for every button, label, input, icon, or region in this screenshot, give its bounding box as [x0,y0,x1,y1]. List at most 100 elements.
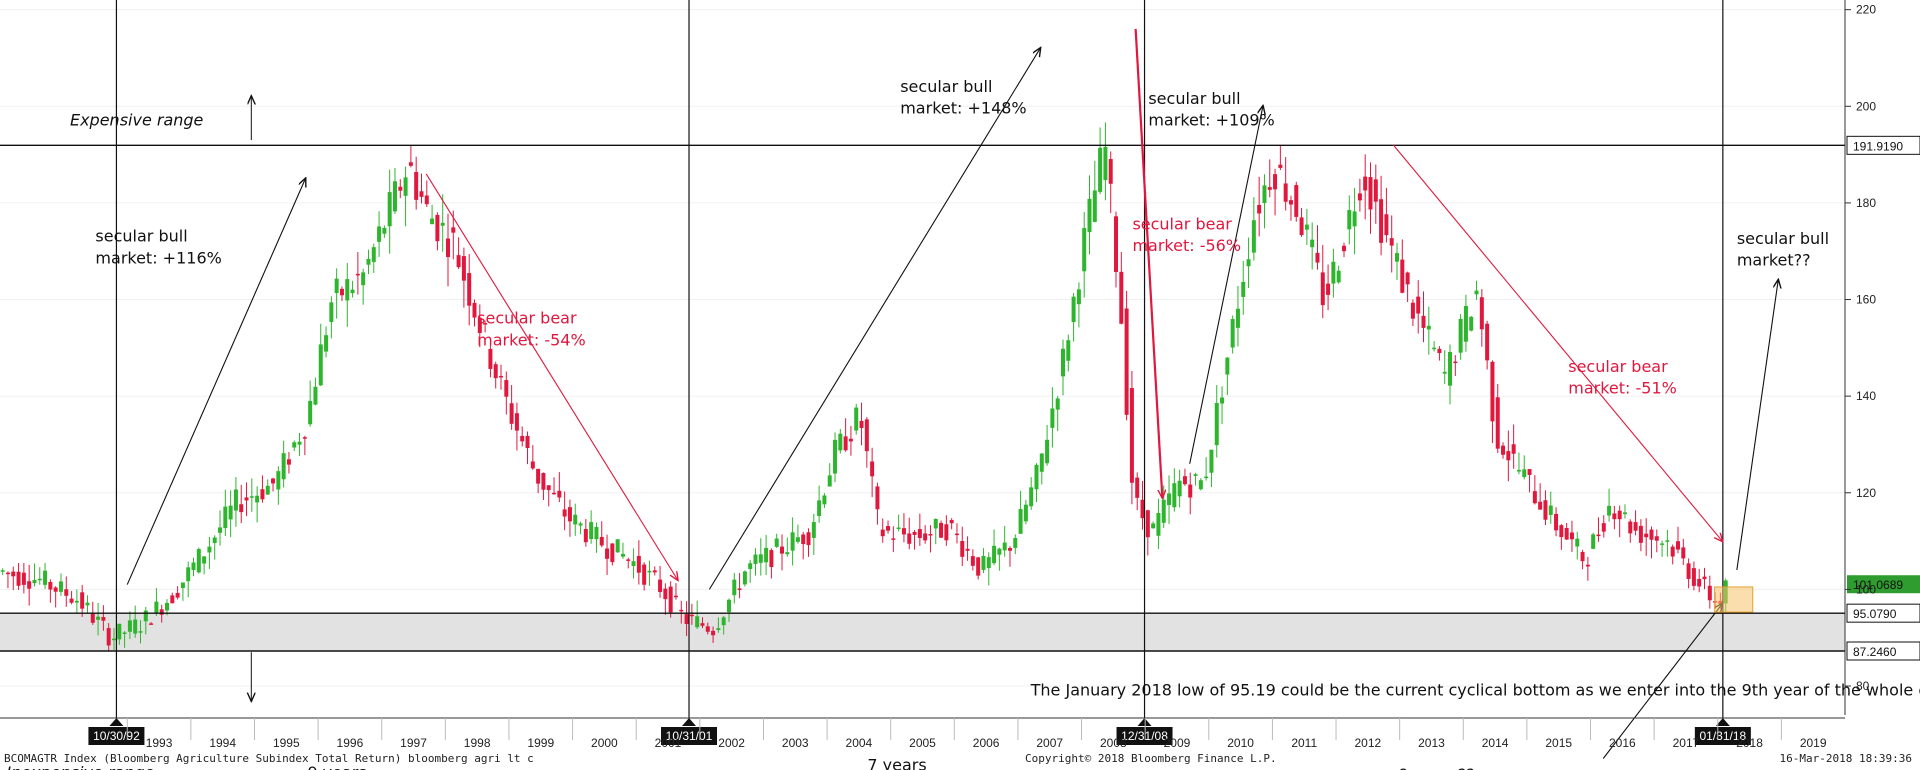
candle [1161,499,1166,523]
candle [1092,190,1097,222]
candle [419,191,424,197]
candle [1156,513,1161,536]
grid-lines [0,9,1845,687]
candle [1479,297,1484,330]
candle [737,588,742,590]
candle [1490,361,1495,422]
candle [822,495,827,505]
candle [408,162,413,166]
y-tick-label: 200 [1856,99,1876,113]
candle [191,562,196,570]
candle [594,527,599,540]
candle [382,227,387,234]
candle [223,506,228,529]
candle [620,553,625,557]
candle [509,403,514,424]
x-tick-label: 2018 [1736,736,1763,750]
candle [1124,308,1129,415]
candle [345,279,350,301]
candle [1055,398,1060,410]
candle [1644,533,1649,538]
x-tick-label: 2002 [718,736,745,750]
candle [870,461,875,477]
candle [663,588,668,600]
candle [668,586,673,613]
y-tick-label: 80 [1856,679,1870,693]
candle [1532,491,1537,504]
candle [435,214,440,242]
candle [175,592,180,598]
candle [1707,585,1712,601]
candle [64,589,69,596]
candle [795,537,800,542]
candle [1516,469,1521,472]
candle [5,572,10,575]
candle [271,478,276,484]
candle [514,413,519,431]
candle [1145,510,1150,538]
x-tick-label: 1998 [464,736,491,750]
candle [817,500,822,517]
candle [1246,259,1251,267]
candle [960,540,965,557]
candle [1458,318,1463,353]
candle [1182,476,1187,485]
annotation-text: 9 years?? [1398,765,1474,770]
candle [769,550,774,568]
x-tick-label: 1993 [146,736,173,750]
candle [1177,480,1182,497]
candle [1002,542,1007,551]
candle [843,436,848,451]
candle [695,616,700,628]
candle [976,557,981,576]
candle [944,524,949,541]
candle [1379,199,1384,243]
candle [589,522,594,540]
candle [875,486,880,510]
candle [329,302,334,323]
candle [1612,513,1617,520]
candle [1442,371,1447,374]
candle [392,181,397,212]
candle [355,273,360,276]
candle [1368,177,1373,210]
candle [440,222,445,226]
candle [499,375,504,378]
level-lines: 191.9190 95.0790 87.2460 101.0689 [0,135,1920,661]
x-tick-label: 2011 [1291,736,1317,750]
candle [1426,325,1431,330]
candle [1448,351,1453,386]
candle [1045,439,1050,464]
trend-arrow [1736,280,1778,571]
candle [58,581,63,592]
y-tick-label: 220 [1856,3,1876,17]
candle [1267,187,1272,190]
candle [1198,480,1203,490]
x-tick-label: 2012 [1354,736,1381,750]
x-tick-label: 2008 [1100,736,1127,750]
candle [350,289,355,294]
annotation-text: market: +116% [95,248,221,267]
candle [716,628,721,631]
candle [859,420,864,428]
candle [1485,323,1490,361]
candle [239,504,244,513]
x-tick-label: 1997 [400,736,427,750]
candle [1331,261,1336,284]
candle [1023,504,1028,522]
date-marker-arrow [109,718,124,726]
candle [1410,302,1415,319]
candle [1400,259,1405,293]
candle [573,514,578,525]
date-marker-arrow [682,718,697,726]
candle [1506,451,1511,461]
annotation-text: market: +148% [900,99,1026,118]
candle [1670,546,1675,557]
candle [371,247,376,262]
candle [276,471,281,490]
candle [111,638,116,641]
candle [1649,529,1654,540]
trend-arrow [1189,106,1263,464]
candle [1320,272,1325,306]
